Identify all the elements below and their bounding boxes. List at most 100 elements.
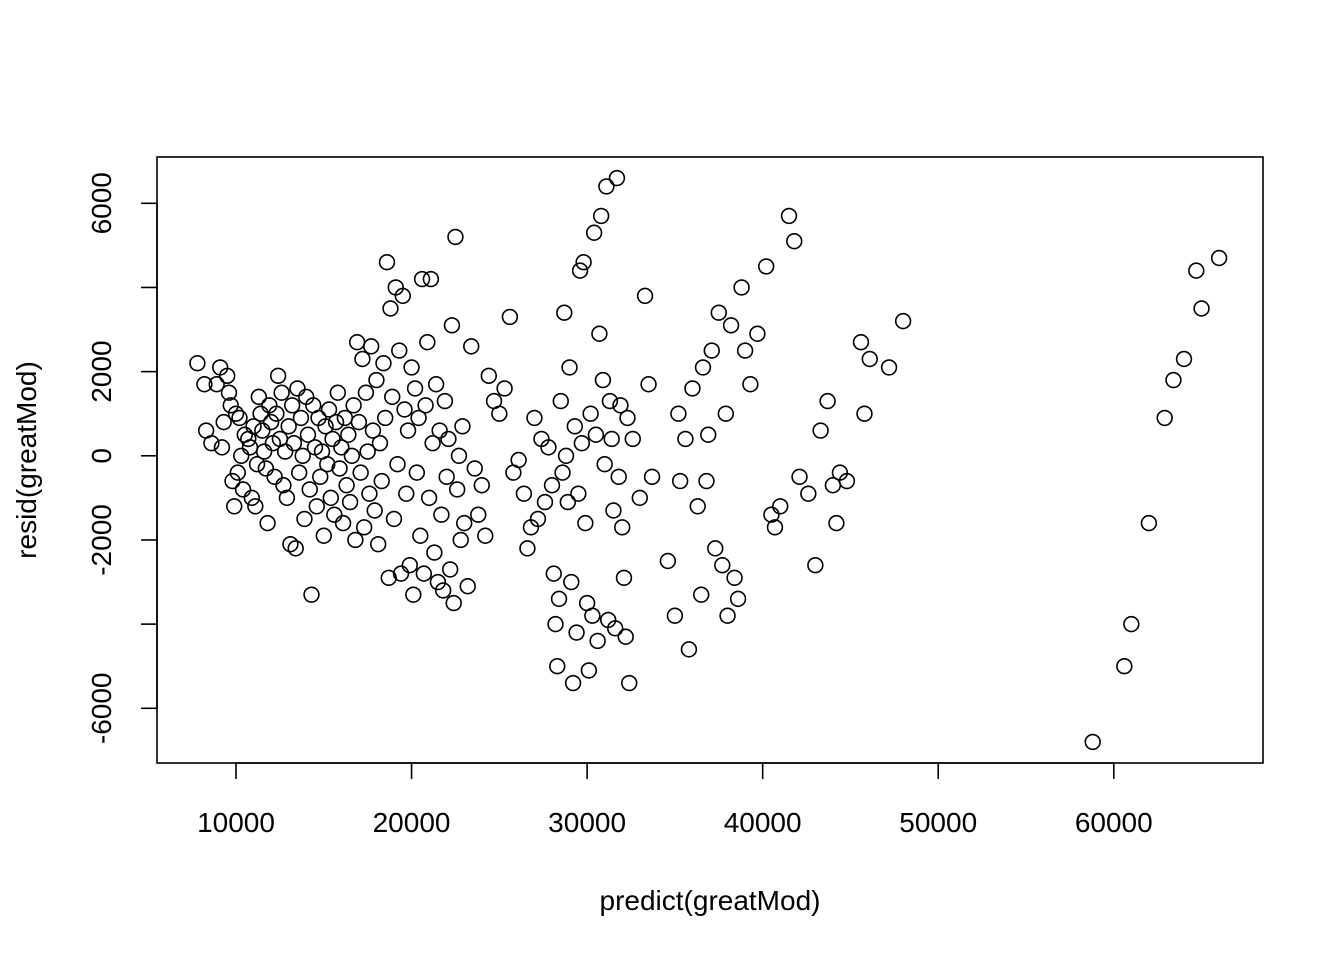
- data-point: [749, 325, 766, 342]
- data-point: [350, 413, 368, 431]
- data-point: [717, 405, 734, 422]
- data-point: [215, 413, 232, 431]
- data-point: [640, 376, 657, 393]
- data-point: [250, 388, 268, 406]
- data-point: [594, 371, 612, 389]
- data-point: [529, 510, 547, 528]
- data-point: [248, 456, 266, 473]
- data-point: [543, 477, 561, 494]
- data-point: [287, 540, 304, 557]
- data-point: [703, 342, 720, 359]
- data-point: [617, 628, 634, 645]
- data-point: [231, 409, 248, 427]
- data-point: [345, 397, 362, 414]
- data-point: [247, 498, 264, 515]
- data-point: [319, 456, 336, 473]
- data-point: [257, 460, 275, 477]
- data-point: [852, 333, 870, 351]
- data-point: [729, 590, 747, 608]
- data-point: [431, 422, 448, 439]
- data-point: [189, 355, 206, 372]
- data-point: [355, 519, 373, 536]
- data-point: [413, 270, 431, 288]
- data-point: [610, 468, 627, 486]
- data-point: [452, 531, 469, 549]
- data-point: [301, 481, 318, 498]
- data-point: [408, 464, 426, 481]
- data-point: [370, 535, 387, 553]
- data-point: [540, 439, 557, 456]
- data-point: [326, 506, 343, 523]
- data-point: [454, 418, 471, 435]
- data-point: [689, 498, 706, 515]
- data-point: [385, 510, 403, 528]
- data-point: [643, 468, 661, 486]
- data-point: [278, 489, 296, 507]
- y-axis: -6000 -2000 0 2000 6000: [86, 172, 158, 744]
- data-point: [224, 472, 241, 490]
- data-point: [417, 397, 434, 414]
- data-point: [1165, 371, 1182, 389]
- data-point: [329, 384, 347, 401]
- data-point: [666, 607, 684, 624]
- data-point: [631, 489, 648, 507]
- data-point: [587, 426, 605, 443]
- data-point: [636, 287, 654, 305]
- data-point: [573, 434, 591, 452]
- data-point: [398, 485, 415, 502]
- data-point: [389, 456, 406, 473]
- data-point: [347, 531, 364, 549]
- plot-frame: [156, 156, 1264, 764]
- x-tick-label: 50000: [899, 807, 977, 838]
- data-point: [354, 350, 371, 368]
- data-point: [357, 384, 375, 401]
- data-point: [619, 409, 636, 427]
- data-point: [234, 481, 252, 498]
- data-point: [436, 392, 454, 410]
- data-point: [1188, 262, 1205, 279]
- data-point: [615, 569, 633, 587]
- data-point: [226, 498, 243, 515]
- data-point: [266, 468, 283, 486]
- data-point: [575, 254, 592, 271]
- data-points: [189, 169, 1228, 751]
- data-point: [614, 519, 631, 536]
- data-point: [605, 502, 622, 519]
- y-axis-title: resid(greatMod): [11, 361, 42, 559]
- x-tick-label: 40000: [724, 807, 802, 838]
- data-point: [340, 426, 357, 443]
- data-point: [603, 430, 620, 448]
- data-point: [450, 447, 468, 464]
- data-point: [566, 418, 584, 435]
- data-point: [289, 380, 306, 397]
- data-point: [470, 506, 487, 523]
- data-point: [571, 262, 589, 279]
- data-point: [621, 674, 638, 692]
- data-point: [707, 540, 724, 557]
- data-point: [324, 430, 341, 448]
- data-point: [710, 304, 727, 321]
- data-point: [445, 594, 462, 612]
- data-point: [424, 434, 441, 452]
- data-point: [582, 405, 599, 422]
- data-point: [227, 405, 245, 422]
- data-point: [412, 527, 429, 544]
- x-axis-title: predict(greatMod): [600, 885, 821, 916]
- data-point: [243, 489, 261, 507]
- data-point: [480, 367, 497, 385]
- data-point: [577, 514, 594, 532]
- data-point: [373, 472, 390, 490]
- data-point: [598, 178, 615, 195]
- data-point: [343, 447, 361, 464]
- data-point: [259, 514, 276, 532]
- data-point: [601, 392, 619, 410]
- data-point: [1210, 249, 1228, 267]
- data-point: [501, 308, 519, 326]
- data-point: [394, 287, 411, 305]
- data-point: [812, 422, 829, 439]
- data-point: [459, 578, 476, 595]
- data-point: [612, 397, 629, 414]
- data-point: [268, 405, 285, 422]
- data-point: [671, 472, 689, 490]
- data-point: [434, 582, 452, 599]
